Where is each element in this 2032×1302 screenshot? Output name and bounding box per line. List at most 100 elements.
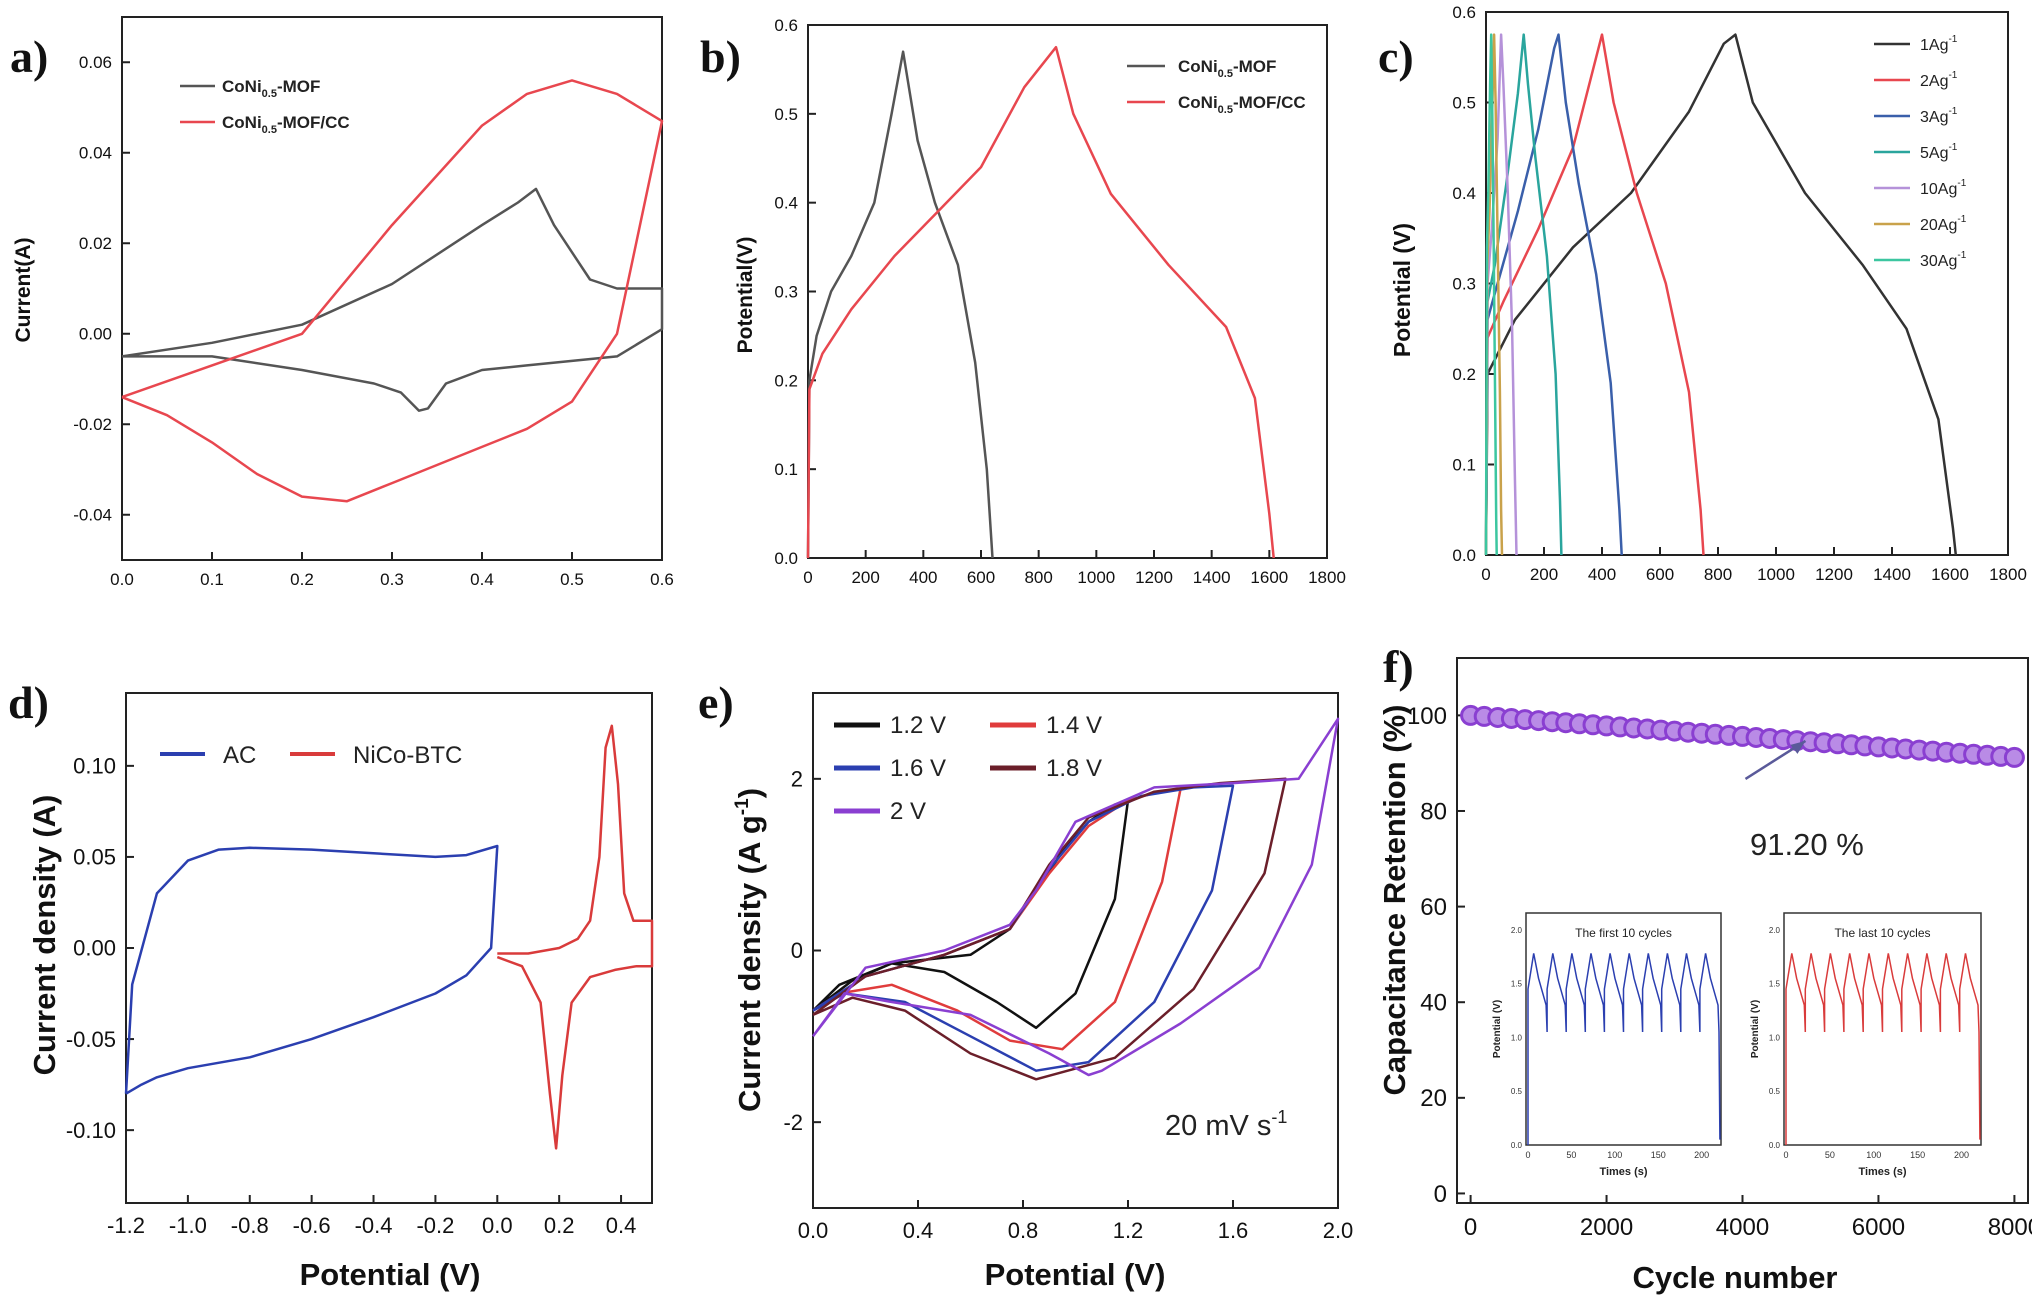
x-tick-label: -1.2 — [107, 1213, 145, 1238]
y-tick-label: 60 — [1420, 894, 1447, 921]
legend-label-main: CoNi — [222, 113, 262, 132]
legend-label-3: 1.8 V — [1046, 755, 1102, 782]
legend-label-sup: -1 — [1948, 106, 1957, 117]
y-axis-label: Current density (A g-1) — [732, 788, 767, 1112]
legend-label-main: 10Ag — [1920, 181, 1957, 198]
x-tick-label: 1000 — [1077, 568, 1115, 587]
series-line-0 — [1484, 33, 1958, 556]
series-line-1 — [121, 79, 664, 503]
inset-y-tick-label: 2.0 — [1511, 926, 1523, 935]
legend-label-main: 20Ag — [1920, 217, 1957, 234]
y-tick-label: 0.05 — [73, 845, 116, 870]
legend-label-2: 1.6 V — [890, 755, 946, 782]
y-axis-label-tail: ) — [732, 788, 767, 798]
x-tick-label: 0.4 — [903, 1218, 934, 1243]
x-tick-label: 6000 — [1852, 1214, 1905, 1241]
x-tick-label: 1.6 — [1218, 1218, 1249, 1243]
inset-y-tick-label: 2.0 — [1769, 926, 1781, 935]
x-tick-label: 0 — [1481, 565, 1490, 584]
inset-x-tick-label: 50 — [1566, 1150, 1576, 1160]
inset-y-tick-label: 1.0 — [1511, 1033, 1523, 1042]
x-tick-label: 400 — [1588, 565, 1616, 584]
y-tick-label: 20 — [1420, 1085, 1447, 1112]
legend-label-2: 3Ag-1 — [1920, 106, 1958, 126]
series-line-0 — [124, 844, 499, 1095]
panel-label: e) — [698, 677, 734, 728]
x-tick-label: 4000 — [1716, 1214, 1769, 1241]
x-tick-label: 1.2 — [1113, 1218, 1144, 1243]
x-tick-label: 1400 — [1193, 568, 1231, 587]
legend-label-main: 3Ag — [1920, 109, 1948, 126]
y-axis-label: Current density (A) — [27, 795, 62, 1076]
series-line-1 — [1484, 33, 1705, 556]
inset-title: The last 10 cycles — [1834, 926, 1930, 940]
plot-frame — [125, 692, 653, 1204]
y-tick-label: 0.2 — [1452, 365, 1476, 384]
legend-label-main: 5Ag — [1920, 145, 1948, 162]
panel-e-axes: 0.0 0.4 0.8 1.2 1.6 2.0 -2 0 2 e) Potential (V) Cur… — [698, 677, 1353, 1292]
y-tick-label: 0.0 — [774, 549, 798, 568]
x-tick-label: -1.0 — [169, 1213, 207, 1238]
series-line-0 — [121, 187, 664, 412]
y-tick-label: 0.1 — [774, 460, 798, 479]
inset-y-tick-label: 0.0 — [1511, 1141, 1523, 1150]
x-tick-label: 0.2 — [290, 570, 314, 589]
x-axis-label: Potential (V) — [300, 1257, 481, 1292]
x-tick-label: 0.3 — [380, 570, 404, 589]
inset-y-tick-label: 0.5 — [1511, 1087, 1523, 1096]
legend-label-sup: -1 — [1957, 250, 1966, 261]
x-tick-label: 2.0 — [1323, 1218, 1354, 1243]
x-tick-label: 200 — [1530, 565, 1558, 584]
y-tick-label: 0.02 — [79, 234, 112, 253]
legend-label-sup: -1 — [1957, 178, 1966, 189]
legend-label-4: 10Ag-1 — [1920, 178, 1967, 198]
y-tick-label: -0.10 — [66, 1118, 116, 1143]
legend-label-tail: -MOF/CC — [1233, 93, 1306, 112]
x-tick-label: -0.8 — [231, 1213, 269, 1238]
x-tick-label: 0.4 — [606, 1213, 637, 1238]
y-tick-label: -2 — [783, 1110, 803, 1135]
panel-f-axes: 02000400060008000020406080100f)Cycle num… — [1377, 641, 2032, 1295]
legend-label-main: CoNi — [1178, 57, 1218, 76]
legend-label-sup: -1 — [1957, 214, 1966, 225]
legend-label-3: 5Ag-1 — [1920, 142, 1958, 162]
legend-label-sub: 0.5 — [262, 88, 277, 100]
legend-label-1: CoNi0.5-MOF/CC — [1178, 93, 1306, 116]
inset-y-tick-label: 1.5 — [1769, 980, 1781, 989]
legend-label-sup: -1 — [1948, 70, 1957, 81]
x-tick-label: 0.6 — [650, 570, 674, 589]
legend-label-6: 30Ag-1 — [1920, 250, 1967, 270]
inset-y-tick-label: 1.5 — [1511, 980, 1523, 989]
y-tick-label: 0.3 — [1452, 274, 1476, 293]
y-tick-label: 100 — [1407, 703, 1447, 730]
inset-x-tick-label: 150 — [1910, 1150, 1925, 1160]
x-tick-label: 1200 — [1135, 568, 1173, 587]
legend-label-1: CoNi0.5-MOF/CC — [222, 113, 350, 136]
inset-x-tick-label: 200 — [1694, 1150, 1709, 1160]
inset-x-axis-label: Times (s) — [1858, 1166, 1906, 1178]
legend-label-0: 1.2 V — [890, 712, 946, 739]
y-tick-label: 0.5 — [1452, 93, 1476, 112]
panel-label: a) — [10, 31, 48, 82]
y-tick-label: -0.04 — [73, 506, 112, 525]
inset-x-tick-label: 0 — [1525, 1150, 1530, 1160]
legend-label-0: AC — [223, 742, 256, 769]
legend-label-tail: -MOF/CC — [277, 113, 350, 132]
y-tick-label: 0.4 — [1452, 184, 1476, 203]
y-axis-label: Potential (V) — [1389, 223, 1415, 357]
y-tick-label: 0.1 — [1452, 455, 1476, 474]
series-line-0 — [806, 50, 994, 559]
inset-x-tick-label: 150 — [1651, 1150, 1666, 1160]
legend-label-4: 2 V — [890, 798, 926, 825]
inset-x-tick-label: 100 — [1866, 1150, 1881, 1160]
inset-x-axis-label: Times (s) — [1599, 1166, 1647, 1178]
series-line-3 — [812, 777, 1287, 1081]
x-tick-label: 1800 — [1308, 568, 1346, 587]
x-tick-label: 1000 — [1757, 565, 1795, 584]
legend-label-sup: -1 — [1948, 142, 1957, 153]
legend-label-0: CoNi0.5-MOF — [1178, 57, 1276, 80]
inset-0: The first 10 cycles 0 50 100 150 200 0.0 0.5 1.0… — [1472, 901, 1737, 1191]
inset-x-tick-label: 50 — [1825, 1150, 1835, 1160]
y-tick-label: 0 — [1434, 1181, 1447, 1208]
